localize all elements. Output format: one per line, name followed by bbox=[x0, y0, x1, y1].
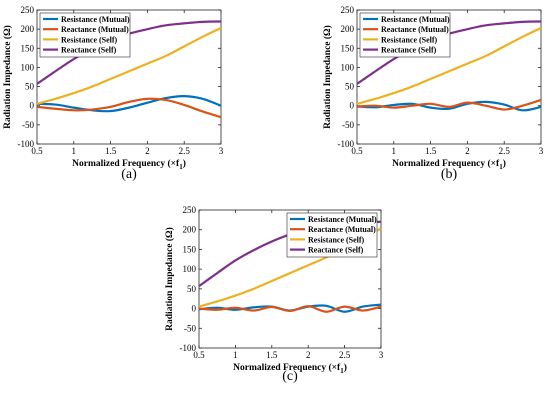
y-tick-label: 250 bbox=[183, 205, 197, 215]
legend: Resistance (Mutual)Reactance (Mutual)Res… bbox=[286, 212, 378, 258]
y-tick-label: -100 bbox=[18, 139, 35, 149]
y-tick-label: -50 bbox=[184, 323, 196, 333]
x-tick-label: 1.5 bbox=[425, 146, 437, 156]
series-line bbox=[36, 97, 222, 119]
y-tick-label: 50 bbox=[345, 82, 355, 92]
series-line bbox=[356, 98, 542, 111]
x-tick-label: 0.5 bbox=[193, 350, 205, 360]
series-line bbox=[198, 305, 382, 313]
x-tick-label: 3 bbox=[379, 350, 384, 360]
series-line bbox=[356, 100, 542, 112]
x-tick-label: 2 bbox=[465, 146, 470, 156]
y-tick-label: -100 bbox=[180, 343, 197, 353]
y-tick-label: 200 bbox=[21, 24, 35, 34]
y-tick-label: 150 bbox=[21, 43, 35, 53]
y-tick-label: 250 bbox=[341, 5, 355, 15]
panel-label: (c) bbox=[282, 369, 298, 384]
legend-entry: Resistance (Mutual) bbox=[381, 15, 450, 24]
x-tick-label: 2 bbox=[306, 350, 311, 360]
y-tick-label: 0 bbox=[350, 101, 355, 111]
legend-entry: Reactance (Self) bbox=[61, 46, 117, 55]
x-tick-label: 0.5 bbox=[351, 146, 363, 156]
y-tick-label: 0 bbox=[192, 304, 197, 314]
y-tick-label: -50 bbox=[342, 120, 354, 130]
y-tick-label: 200 bbox=[183, 225, 197, 235]
y-tick-label: 100 bbox=[21, 62, 35, 72]
chart-panel: 0.5 1 1.5 2 2.5 3 -100 -50 0 50 100 150 200 250 Normal… bbox=[322, 5, 544, 182]
panel-label: (a) bbox=[121, 167, 137, 182]
y-tick-label: 50 bbox=[187, 284, 197, 294]
y-tick-label: 100 bbox=[183, 264, 197, 274]
y-tick-label: 200 bbox=[341, 24, 355, 34]
y-tick-label: 0 bbox=[30, 101, 35, 111]
y-tick-label: -100 bbox=[338, 139, 355, 149]
legend: Resistance (Mutual)Reactance (Mutual)Res… bbox=[39, 12, 131, 58]
x-tick-label: 1 bbox=[233, 350, 238, 360]
legend-entry: Resistance (Self) bbox=[381, 35, 438, 44]
x-tick-label: 1.5 bbox=[105, 146, 117, 156]
y-tick-label: -50 bbox=[22, 120, 34, 130]
y-axis-label: Radiation Impedance (Ω) bbox=[2, 25, 13, 129]
y-axis-label: Radiation Impedance (Ω) bbox=[164, 227, 175, 331]
x-tick-label: 2.5 bbox=[499, 146, 511, 156]
legend-entry: Reactance (Mutual) bbox=[61, 25, 129, 34]
legend-entry: Reactance (Mutual) bbox=[381, 25, 449, 34]
y-axis-label: Radiation Impedance (Ω) bbox=[322, 25, 333, 129]
panel-label: (b) bbox=[441, 167, 458, 182]
series-line bbox=[356, 26, 542, 105]
y-tick-label: 100 bbox=[341, 62, 355, 72]
x-axis-label: Normalized Frequency (×f1) bbox=[392, 158, 506, 171]
legend-entry: Resistance (Mutual) bbox=[61, 15, 130, 24]
legend-entry: Reactance (Self) bbox=[308, 246, 364, 255]
x-tick-label: 2.5 bbox=[339, 350, 351, 360]
legend-entry: Resistance (Self) bbox=[61, 35, 118, 44]
x-axis-label: Normalized Frequency (×f1) bbox=[233, 362, 347, 375]
legend-entry: Resistance (Self) bbox=[308, 235, 365, 244]
x-tick-label: 0.5 bbox=[31, 146, 43, 156]
chart-panel: 0.5 1 1.5 2 2.5 3 -100 -50 0 50 100 150 200 250 Normal… bbox=[164, 205, 384, 384]
y-tick-label: 150 bbox=[183, 244, 197, 254]
x-tick-label: 3 bbox=[219, 146, 224, 156]
x-tick-label: 1 bbox=[72, 146, 77, 156]
series-line bbox=[36, 26, 222, 105]
legend-entry: Resistance (Mutual) bbox=[308, 215, 377, 224]
y-tick-label: 50 bbox=[25, 82, 35, 92]
legend-entry: Reactance (Self) bbox=[381, 46, 437, 55]
x-tick-label: 1.5 bbox=[266, 350, 278, 360]
x-tick-label: 1 bbox=[392, 146, 397, 156]
legend: Resistance (Mutual)Reactance (Mutual)Res… bbox=[359, 12, 451, 58]
x-tick-label: 3 bbox=[539, 146, 544, 156]
x-tick-label: 2.5 bbox=[179, 146, 191, 156]
chart-panel: 0.5 1 1.5 2 2.5 3 -100 -50 0 50 100 150 200 250 Normal… bbox=[2, 5, 224, 182]
legend-entry: Reactance (Mutual) bbox=[308, 225, 376, 234]
series-line bbox=[36, 95, 222, 113]
x-axis-label: Normalized Frequency (×f1) bbox=[72, 158, 186, 171]
x-tick-label: 2 bbox=[145, 146, 150, 156]
y-tick-label: 150 bbox=[341, 43, 355, 53]
y-tick-label: 250 bbox=[21, 5, 35, 15]
